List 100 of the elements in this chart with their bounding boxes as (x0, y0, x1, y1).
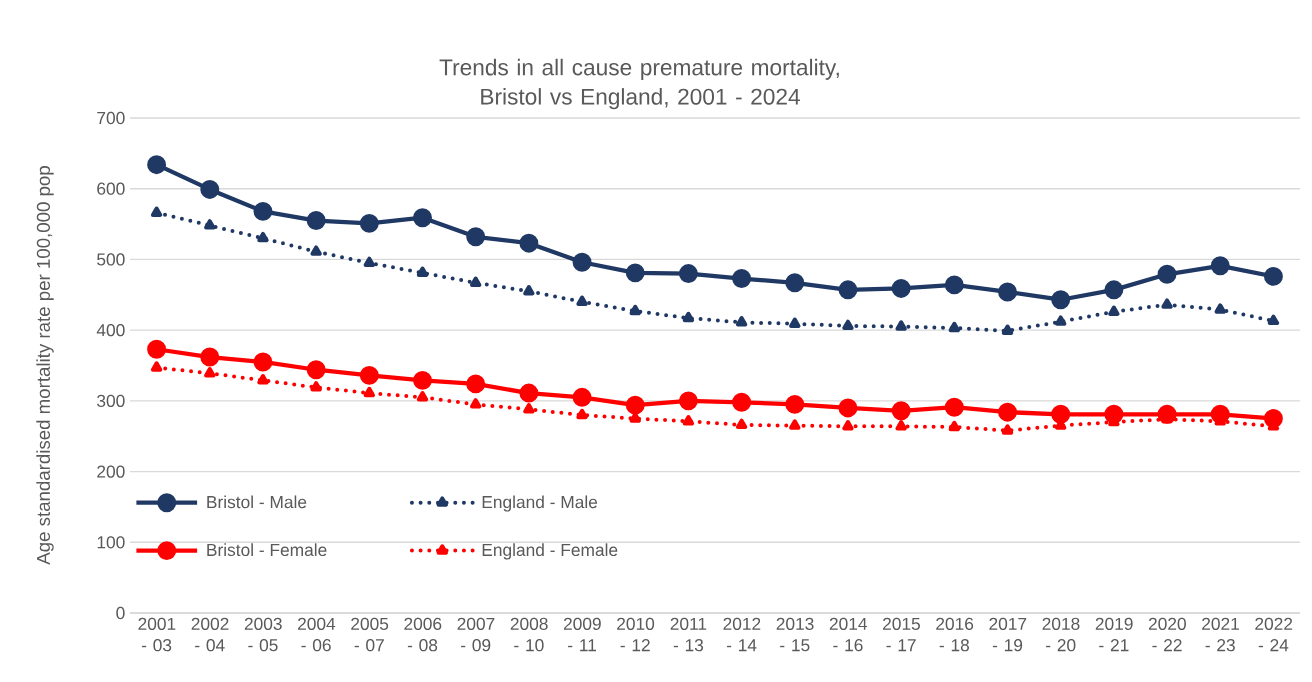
point (572, 387, 592, 407)
point (842, 319, 854, 331)
x-tick-label: 2013 - 15 (776, 617, 814, 652)
point (842, 420, 854, 431)
x-tick-label: 2007 - 09 (457, 617, 495, 652)
point (359, 213, 379, 233)
point (150, 361, 163, 372)
point (200, 347, 220, 367)
point (253, 201, 273, 221)
y-tick-label: 700 (97, 111, 125, 125)
point (678, 264, 698, 284)
point (785, 273, 805, 293)
chart-title: Trends in all cause premature mortality, Bristol vs England, 2001 - 2024 (439, 58, 839, 110)
x-tick-label: 2001 - 03 (138, 617, 176, 652)
point (682, 415, 695, 426)
point (1051, 404, 1071, 424)
x-tick-label: 2008 - 10 (510, 617, 548, 652)
point (200, 179, 220, 199)
point (359, 365, 379, 385)
point (1108, 305, 1120, 316)
point (466, 374, 486, 394)
x-tick-label: 2004 - 06 (298, 617, 336, 652)
point (253, 352, 273, 372)
point (466, 227, 486, 247)
point (1104, 280, 1124, 300)
point (1001, 324, 1014, 335)
x-tick-label: 2021 - 23 (1202, 617, 1239, 652)
point (310, 245, 322, 256)
y-tick-label: 500 (97, 253, 125, 266)
point (576, 408, 588, 420)
point (576, 295, 588, 306)
point (1263, 266, 1283, 286)
y-tick-label: 600 (97, 182, 125, 195)
y-axis-title: Age standardised mortality rate per 100,000 pop (36, 166, 54, 565)
x-tick-label: 2020 - 22 (1148, 617, 1186, 652)
x-tick-label: 2002 - 04 (191, 617, 229, 652)
point (625, 395, 645, 415)
point (998, 282, 1017, 302)
point (735, 418, 748, 430)
x-tick-label: 2011 - 13 (670, 617, 707, 652)
point (891, 401, 911, 421)
point (944, 397, 964, 417)
point (519, 233, 539, 253)
point (838, 280, 858, 300)
point (204, 367, 216, 378)
point (470, 276, 482, 287)
point (789, 419, 801, 430)
y-tick-label: 200 (97, 465, 125, 478)
y-tick-label: 300 (97, 394, 125, 407)
point (1051, 290, 1071, 310)
point (1210, 256, 1230, 276)
point (1267, 314, 1280, 326)
point (523, 284, 535, 296)
point (891, 278, 911, 298)
point (948, 420, 961, 432)
point (257, 231, 269, 243)
point (150, 206, 163, 217)
point (306, 360, 326, 380)
point (998, 402, 1017, 422)
point (147, 339, 167, 359)
point (682, 311, 695, 323)
legend-label: England - Male (482, 495, 598, 512)
point (413, 208, 432, 228)
point (735, 316, 748, 327)
point (1161, 298, 1173, 309)
point (204, 219, 216, 230)
point (838, 398, 858, 418)
y-tick-label: 100 (97, 536, 125, 549)
point (732, 269, 752, 288)
point (785, 394, 805, 414)
point (523, 403, 535, 414)
x-tick-label: 2009 - 11 (563, 617, 601, 652)
x-tick-label: 2019 - 21 (1095, 617, 1133, 652)
x-tick-label: 2022 - 24 (1255, 617, 1293, 652)
point (572, 252, 592, 272)
x-tick-label: 2006 - 08 (404, 617, 442, 652)
x-tick-label: 2018 - 20 (1042, 617, 1080, 652)
point (944, 275, 964, 295)
x-tick-label: 2010 - 12 (617, 617, 655, 652)
point (147, 155, 167, 175)
point (625, 263, 645, 283)
point (1157, 264, 1177, 284)
point (1214, 303, 1226, 314)
point (310, 381, 322, 392)
x-tick-label: 2014 - 16 (829, 617, 868, 652)
x-tick-label: 2003 - 05 (244, 617, 282, 652)
point (306, 211, 326, 231)
point (363, 256, 376, 268)
x-tick-label: 2016 - 18 (936, 617, 974, 652)
point (1055, 315, 1067, 326)
point (948, 321, 961, 333)
point (413, 370, 432, 390)
y-tick-label: 0 (116, 606, 125, 620)
x-tick-label: 2005 - 07 (351, 617, 389, 652)
x-tick-label: 2017 - 19 (989, 617, 1027, 652)
point (789, 317, 801, 328)
legend-label: Bristol - Female (207, 543, 327, 557)
x-tick-label: 2015 - 17 (883, 617, 920, 652)
point (470, 398, 482, 409)
y-tick-label: 400 (96, 324, 125, 337)
